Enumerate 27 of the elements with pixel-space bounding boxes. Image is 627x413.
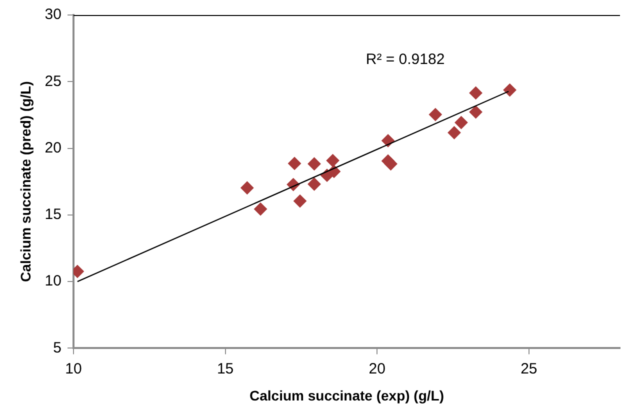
- point: [288, 156, 302, 170]
- point: [293, 194, 306, 208]
- point: [240, 181, 254, 194]
- point: [448, 126, 461, 140]
- x-tick-label: 20: [368, 360, 386, 378]
- point: [428, 108, 442, 122]
- y-tick-label: 5: [53, 339, 62, 356]
- y-tick-label: 30: [44, 6, 62, 24]
- point: [454, 116, 468, 130]
- point: [384, 157, 398, 170]
- point: [308, 157, 321, 170]
- point: [308, 178, 321, 191]
- point: [326, 154, 340, 168]
- x-tick-label: 15: [216, 360, 234, 378]
- y-tick-label: 15: [44, 206, 62, 224]
- point: [469, 86, 482, 100]
- y-tick-label: 20: [44, 139, 62, 156]
- point: [503, 84, 516, 97]
- y-tick-label: 25: [44, 72, 62, 90]
- x-axis-title: Calcium succinate (exp) (g/L): [250, 387, 444, 404]
- point: [254, 202, 268, 216]
- y-tick-label: 10: [44, 272, 62, 290]
- point: [469, 106, 482, 119]
- y-axis-title: Calcium succinate (pred) (g/L): [17, 81, 34, 282]
- x-tick-label: 10: [65, 360, 82, 378]
- x-tick-label: 25: [520, 360, 538, 378]
- annotation: R² = 0.9182: [366, 51, 445, 68]
